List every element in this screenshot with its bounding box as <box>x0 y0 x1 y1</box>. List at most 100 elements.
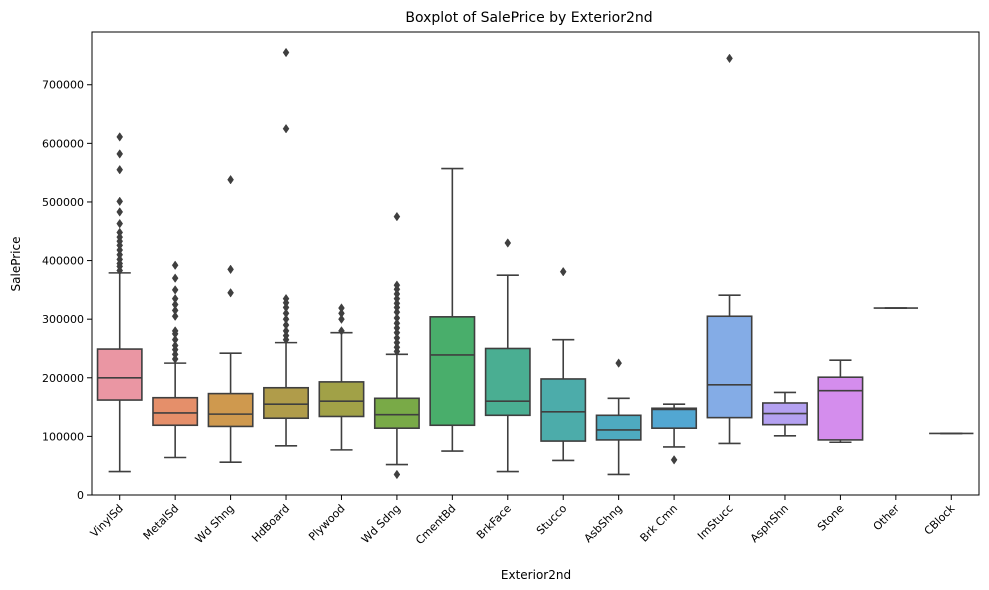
outlier-point <box>171 326 179 336</box>
y-tick-label: 0 <box>77 489 84 502</box>
y-tick-label: 400000 <box>42 255 84 268</box>
outlier-point <box>338 303 345 313</box>
outlier-point <box>227 288 234 298</box>
box-group-4 <box>318 303 365 451</box>
x-tick-label: HdBoard <box>249 502 292 545</box>
y-tick-label: 700000 <box>42 79 84 92</box>
iqr-box <box>263 386 310 420</box>
plot-area <box>96 47 974 480</box>
outlier-point <box>338 326 345 336</box>
outlier-point <box>338 314 345 324</box>
iqr-box <box>207 392 254 428</box>
box-group-3 <box>263 47 310 447</box>
iqr-box <box>484 347 531 417</box>
x-tick-label: Stucco <box>534 502 570 538</box>
outlier-point <box>116 164 124 175</box>
box-group-7 <box>484 238 531 473</box>
outlier-point <box>227 264 234 275</box>
box-group-1 <box>152 260 199 459</box>
iqr-box <box>429 316 476 427</box>
x-tick-label: ImStucc <box>695 502 736 543</box>
x-axis-label: Exterior2nd <box>501 568 571 582</box>
outlier-point <box>393 211 401 222</box>
x-tick-label: Brk Cmn <box>638 502 681 545</box>
box-group-11 <box>706 53 753 445</box>
box-group-9 <box>595 358 642 476</box>
iqr-box <box>318 381 365 418</box>
iqr-box <box>373 397 420 429</box>
box-group-2 <box>207 174 254 463</box>
outlier-point <box>393 469 401 480</box>
outlier-point <box>393 318 401 329</box>
iqr-box <box>817 376 864 441</box>
outlier-point <box>171 285 179 295</box>
x-axis: VinylSd MetalSd Wd Shng HdBoard Plywood Wd Sd… <box>88 495 958 547</box>
outlier-point <box>116 207 124 217</box>
y-tick-label: 500000 <box>42 196 84 209</box>
outlier-point <box>282 326 290 336</box>
box-group-12 <box>761 391 808 437</box>
x-tick-label: Stone <box>815 502 847 534</box>
box-group-6 <box>429 167 476 452</box>
outlier-point <box>171 311 179 321</box>
x-tick-label: Plywood <box>306 502 347 543</box>
outlier-point <box>615 358 622 368</box>
outlier-point <box>227 174 234 185</box>
outlier-point <box>116 227 124 238</box>
outlier-point <box>338 308 345 319</box>
box-group-8 <box>540 266 587 462</box>
x-tick-label: CBlock <box>922 501 958 537</box>
box-group-10 <box>651 403 698 465</box>
y-tick-label: 600000 <box>42 137 84 150</box>
x-tick-label: AsbShng <box>582 502 625 545</box>
outlier-point <box>670 455 678 465</box>
chart-title: Boxplot of SalePrice by Exterior2nd <box>405 10 652 26</box>
x-tick-label: Wd Shng <box>193 502 237 546</box>
box-group-13 <box>817 359 864 444</box>
outlier-point <box>171 273 179 283</box>
outlier-point <box>171 334 179 345</box>
outlier-point <box>116 149 124 159</box>
outlier-point <box>559 266 567 277</box>
outlier-point <box>282 314 290 324</box>
x-tick-label: BrkFace <box>474 502 514 542</box>
outlier-point <box>171 260 179 270</box>
y-axis-label: SalePrice <box>9 237 23 292</box>
x-tick-label: AsphShn <box>748 502 791 545</box>
outlier-point <box>282 47 290 58</box>
outlier-point <box>282 320 290 330</box>
iqr-box <box>595 414 642 441</box>
outlier-point <box>116 132 124 142</box>
outlier-point <box>726 53 733 64</box>
x-tick-label: Other <box>871 502 903 534</box>
outlier-point <box>171 299 179 310</box>
outlier-point <box>393 313 401 323</box>
y-tick-label: 100000 <box>42 430 84 443</box>
outlier-point <box>282 293 290 304</box>
outlier-point <box>393 333 401 343</box>
outlier-point <box>171 305 179 316</box>
outlier-point <box>116 218 124 229</box>
iqr-box <box>152 396 199 427</box>
box-group-0 <box>96 132 143 473</box>
iqr-box <box>706 315 753 419</box>
y-axis: 0 100000 200000 300000 400000 500000 600000 700… <box>42 79 92 502</box>
x-tick-label: MetalSd <box>141 502 182 543</box>
y-tick-label: 200000 <box>42 372 84 385</box>
outlier-point <box>282 308 290 319</box>
outlier-point <box>282 123 290 134</box>
iqr-box <box>540 378 587 442</box>
outlier-point <box>171 293 179 304</box>
iqr-box <box>96 348 143 401</box>
x-tick-label: Wd Sdng <box>359 502 403 546</box>
outlier-point <box>504 238 512 248</box>
y-tick-label: 300000 <box>42 313 84 326</box>
x-tick-label: CmentBd <box>413 502 458 547</box>
plot-frame <box>91 31 980 496</box>
x-tick-label: VinylSd <box>88 502 126 540</box>
outlier-point <box>393 280 401 290</box>
iqr-box <box>651 407 698 429</box>
box-group-5 <box>373 211 420 480</box>
outlier-point <box>171 340 179 351</box>
